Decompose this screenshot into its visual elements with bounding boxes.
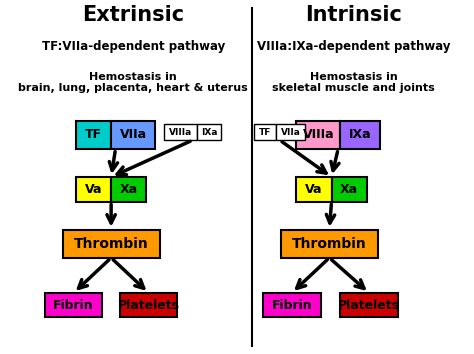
Text: Fibrin: Fibrin <box>54 299 94 312</box>
Text: VIIIa: VIIIa <box>169 128 192 137</box>
Text: Platelets: Platelets <box>338 299 400 312</box>
Text: Va: Va <box>85 183 102 196</box>
Text: Va: Va <box>305 183 323 196</box>
Text: Hemostasis in
brain, lung, placenta, heart & uterus: Hemostasis in brain, lung, placenta, hea… <box>18 72 248 93</box>
FancyBboxPatch shape <box>76 177 111 201</box>
Text: Xa: Xa <box>340 183 358 196</box>
FancyBboxPatch shape <box>111 121 155 149</box>
FancyBboxPatch shape <box>296 177 331 201</box>
Text: TF: TF <box>259 128 272 137</box>
Text: Hemostasis in
skeletal muscle and joints: Hemostasis in skeletal muscle and joints <box>272 72 435 93</box>
Text: VIIa: VIIa <box>281 128 301 137</box>
FancyBboxPatch shape <box>276 124 305 140</box>
Text: IXa: IXa <box>201 128 218 137</box>
Text: Xa: Xa <box>120 183 138 196</box>
FancyBboxPatch shape <box>296 121 340 149</box>
FancyBboxPatch shape <box>45 293 102 318</box>
Text: TF: TF <box>85 129 102 141</box>
FancyBboxPatch shape <box>164 124 197 140</box>
FancyBboxPatch shape <box>331 177 367 201</box>
Text: Thrombin: Thrombin <box>74 237 148 251</box>
Text: IXa: IXa <box>349 129 372 141</box>
FancyBboxPatch shape <box>120 293 177 318</box>
Text: Platelets: Platelets <box>118 299 180 312</box>
FancyBboxPatch shape <box>197 124 221 140</box>
FancyBboxPatch shape <box>63 230 160 258</box>
Text: Extrinsic: Extrinsic <box>82 5 184 25</box>
FancyBboxPatch shape <box>281 230 378 258</box>
FancyBboxPatch shape <box>340 121 380 149</box>
Text: TF:VIIa-dependent pathway: TF:VIIa-dependent pathway <box>42 40 225 53</box>
Text: VIIIa:IXa-dependent pathway: VIIIa:IXa-dependent pathway <box>257 40 450 53</box>
FancyBboxPatch shape <box>263 293 320 318</box>
Text: VIIIa: VIIIa <box>302 129 334 141</box>
FancyBboxPatch shape <box>340 293 398 318</box>
Text: VIIa: VIIa <box>119 129 147 141</box>
FancyBboxPatch shape <box>111 177 146 201</box>
FancyBboxPatch shape <box>255 124 276 140</box>
Text: Thrombin: Thrombin <box>292 237 367 251</box>
FancyBboxPatch shape <box>76 121 111 149</box>
Text: Intrinsic: Intrinsic <box>305 5 402 25</box>
Text: Fibrin: Fibrin <box>272 299 312 312</box>
